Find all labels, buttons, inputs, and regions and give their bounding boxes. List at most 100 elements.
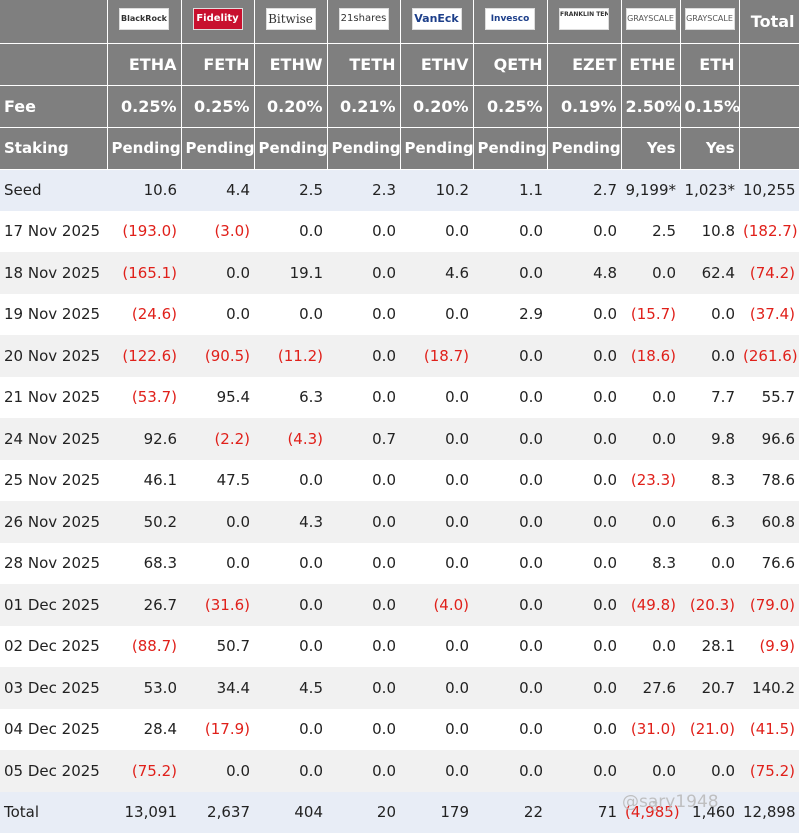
flow-cell: 0.0 [327, 750, 400, 792]
flow-cell: 96.6 [739, 418, 799, 460]
flow-cell: (4.3) [254, 418, 327, 460]
flow-cell: 7.7 [680, 377, 739, 419]
flow-cell: 0.0 [400, 418, 473, 460]
staking-value: Pending [181, 127, 254, 169]
flow-cell: 27.6 [621, 667, 680, 709]
flow-cell: 0.0 [327, 626, 400, 668]
flow-cell: 92.6 [107, 418, 181, 460]
flow-cell: 4.3 [254, 501, 327, 543]
corner-cell [0, 0, 107, 43]
flow-cell: (18.6) [621, 335, 680, 377]
flow-cell: 0.0 [621, 750, 680, 792]
flow-cell: 76.6 [739, 543, 799, 585]
flow-cell: 0.0 [327, 460, 400, 502]
flow-cell: (88.7) [107, 626, 181, 668]
flow-cell: 0.0 [254, 211, 327, 253]
fee-value: 0.20% [254, 85, 327, 127]
ticker-header: ETH [680, 43, 739, 85]
grayscale-logo: GRAYSCALE [685, 8, 735, 30]
flow-cell: 4.6 [400, 252, 473, 294]
flow-cell: 9,199* [621, 169, 680, 211]
ticker-header-total [739, 43, 799, 85]
fee-label: Fee [0, 85, 107, 127]
flow-cell: (182.7) [739, 211, 799, 253]
flow-cell: 404 [254, 792, 327, 833]
row-label: 18 Nov 2025 [0, 252, 107, 294]
row-label: 21 Nov 2025 [0, 377, 107, 419]
flow-cell: (4.0) [400, 584, 473, 626]
flow-cell: 13,091 [107, 792, 181, 833]
flow-cell: (15.7) [621, 294, 680, 336]
flow-cell: (79.0) [739, 584, 799, 626]
issuer-cell: 21shares [327, 0, 400, 43]
flow-cell: 10.8 [680, 211, 739, 253]
flow-cell: 2.9 [473, 294, 547, 336]
flow-cell: 0.0 [327, 252, 400, 294]
total-header: Total [739, 0, 799, 43]
flow-cell: 8.3 [680, 460, 739, 502]
flow-cell: 0.0 [400, 211, 473, 253]
flow-cell: (23.3) [621, 460, 680, 502]
flow-cell: (31.6) [181, 584, 254, 626]
invesco-logo: Invesco [485, 8, 535, 30]
issuer-cell: GRAYSCALE [621, 0, 680, 43]
row-label: 19 Nov 2025 [0, 294, 107, 336]
issuer-cell: VanEck [400, 0, 473, 43]
flow-cell: 0.0 [400, 750, 473, 792]
flow-cell: 0.0 [547, 626, 621, 668]
issuer-cell: BlackRock [107, 0, 181, 43]
flow-cell: 0.0 [181, 501, 254, 543]
fee-value: 0.25% [473, 85, 547, 127]
flow-cell: 0.0 [181, 252, 254, 294]
flow-cell: 0.0 [254, 709, 327, 751]
flow-cell: 0.7 [327, 418, 400, 460]
staking-value: Yes [680, 127, 739, 169]
ticker-header: ETHV [400, 43, 473, 85]
flow-cell: 0.0 [680, 335, 739, 377]
flow-cell: 140.2 [739, 667, 799, 709]
ticker-header: ETHE [621, 43, 680, 85]
flow-cell: (37.4) [739, 294, 799, 336]
flow-cell: 0.0 [181, 750, 254, 792]
flow-cell: 0.0 [621, 252, 680, 294]
staking-row: Staking Pending Pending Pending Pending … [0, 127, 799, 169]
blackrock-logo: BlackRock [119, 8, 169, 30]
issuer-cell: Fidelity [181, 0, 254, 43]
ticker-header: ETHW [254, 43, 327, 85]
fee-value: 0.21% [327, 85, 400, 127]
flow-cell: 0.0 [547, 709, 621, 751]
flow-cell: 0.0 [327, 211, 400, 253]
flow-cell: 0.0 [327, 377, 400, 419]
flow-cell: 0.0 [547, 294, 621, 336]
flow-cell: (75.2) [107, 750, 181, 792]
flow-cell: 0.0 [473, 667, 547, 709]
flow-cell: 0.0 [473, 211, 547, 253]
flow-cell: 0.0 [400, 294, 473, 336]
flow-cell: 1,023* [680, 169, 739, 211]
21shares-logo: 21shares [339, 8, 389, 30]
row-label: 03 Dec 2025 [0, 667, 107, 709]
flow-cell: 4.8 [547, 252, 621, 294]
flow-cell: 71 [547, 792, 621, 833]
flow-cell: (3.0) [181, 211, 254, 253]
flow-cell: 46.1 [107, 460, 181, 502]
flow-cell: 34.4 [181, 667, 254, 709]
flow-cell: (165.1) [107, 252, 181, 294]
row-label: 02 Dec 2025 [0, 626, 107, 668]
fee-value: 0.25% [181, 85, 254, 127]
vaneck-logo: VanEck [412, 8, 462, 30]
flow-cell: 0.0 [400, 501, 473, 543]
flow-cell: 12,898 [739, 792, 799, 833]
flow-cell: 0.0 [547, 335, 621, 377]
flow-cell: 0.0 [400, 543, 473, 585]
staking-total [739, 127, 799, 169]
flow-cell: 0.0 [254, 626, 327, 668]
